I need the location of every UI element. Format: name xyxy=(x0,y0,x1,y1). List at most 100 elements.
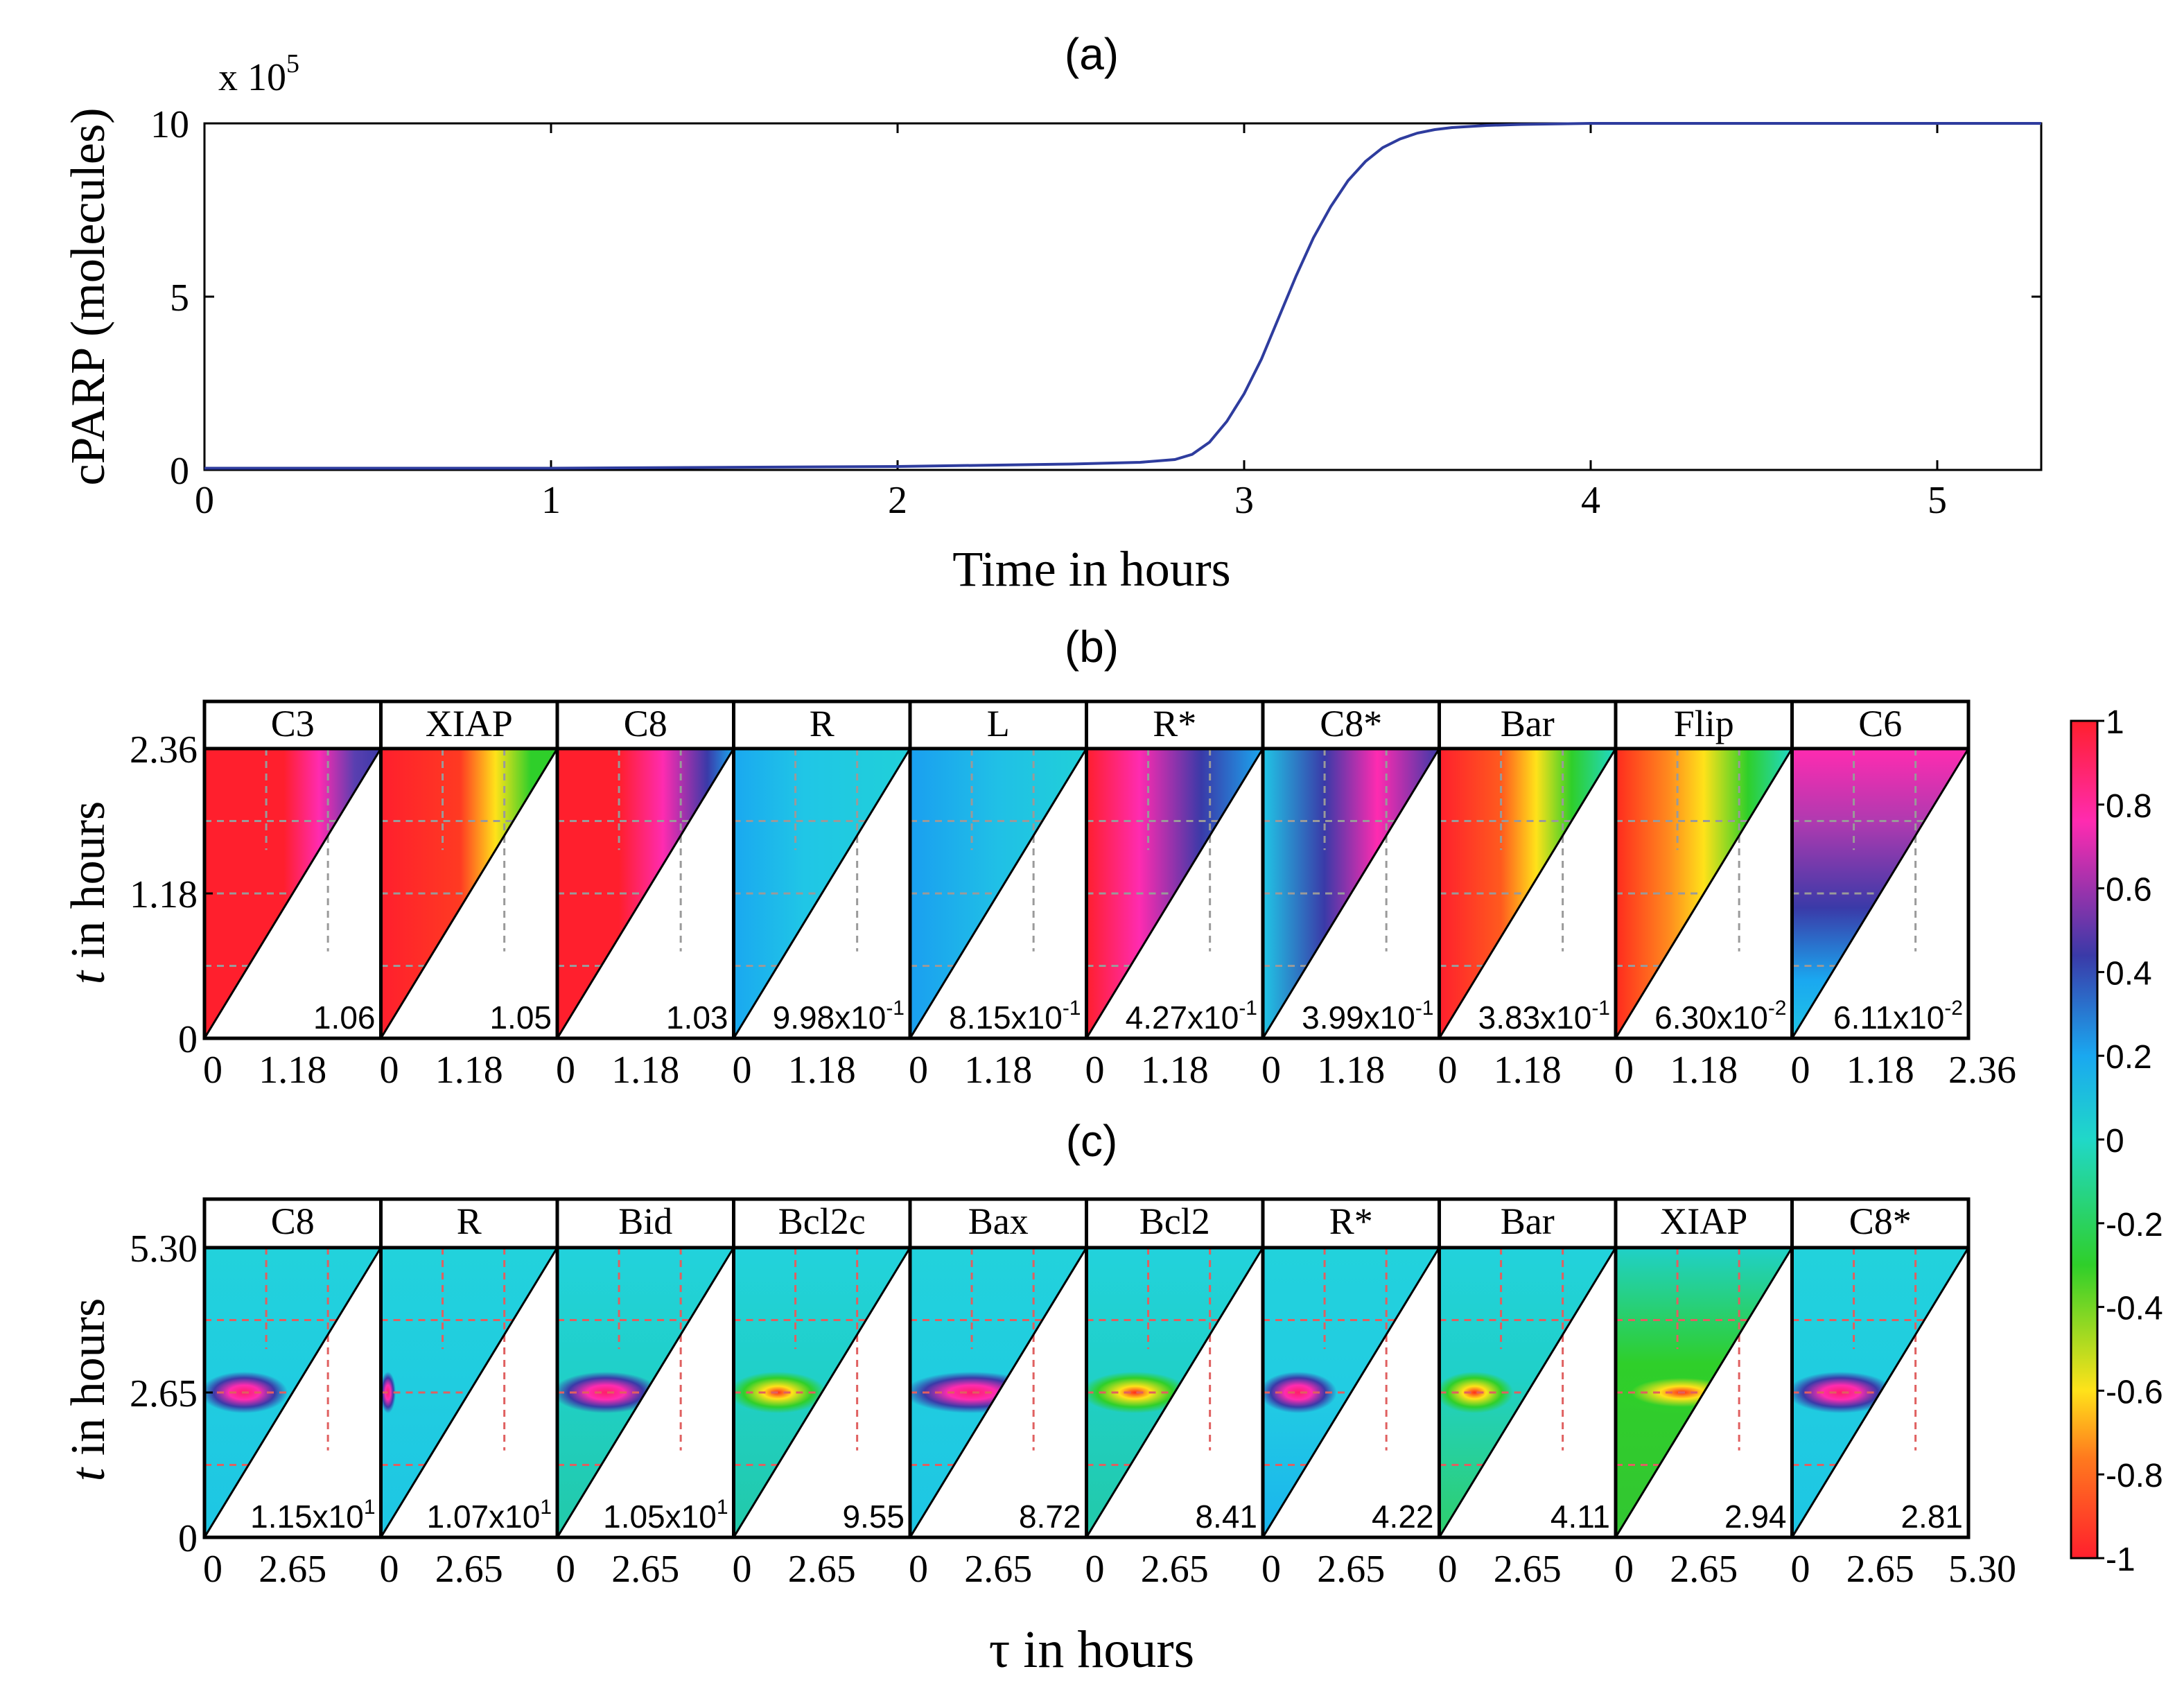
colorbar-tick-label: -0.2 xyxy=(2106,1207,2163,1243)
panel-c-diagonal xyxy=(380,1247,559,1538)
panel-b-subplot-value: 4.27x10-1 xyxy=(1126,997,1257,1036)
panel-c-diagonal xyxy=(203,1247,382,1538)
panel-b-subplot-c8: C8 1.03 xyxy=(555,699,735,1040)
panel-c-ytick-label: 0 xyxy=(178,1517,198,1560)
panel-c-subplot-r: R 1.07x101 xyxy=(379,1197,559,1539)
panel-b-subplot-value-exp: -1 xyxy=(1591,997,1610,1020)
colorbar-tick-label: -1 xyxy=(2106,1542,2135,1578)
panel-b-xtick-last: 2.36 xyxy=(1948,1049,2016,1092)
panel-b-subplot-value: 1.03 xyxy=(666,999,728,1036)
panel-a-xlabel: Time in hours xyxy=(952,541,1230,597)
panel-b-subplot-r-star: R* 4.27x10-1 xyxy=(1085,699,1265,1040)
panel-b-diagonal xyxy=(203,748,382,1039)
panel-b-subplot-value-exp: -2 xyxy=(1768,997,1787,1020)
colorbar-tick-label: -0.8 xyxy=(2106,1458,2163,1494)
panel-c-diagonal xyxy=(909,1247,1087,1538)
colorbar-tick-label: -0.6 xyxy=(2106,1374,2163,1411)
panel-b-xtick-label: 0 xyxy=(556,1049,575,1092)
panel-c-subplot-title: C8* xyxy=(1849,1200,1912,1242)
panel-b-subplot-title: C3 xyxy=(271,703,315,744)
panel-b-xtick-label: 1.18 xyxy=(611,1049,679,1092)
panel-b-subplot-title: C8 xyxy=(624,703,667,744)
panel-c-heatmap-peak xyxy=(1263,1372,1337,1413)
panel-b-subplot-c8-star: C8* 3.99x10-1 xyxy=(1261,699,1441,1040)
panel-c-subplot-bar: Bar 4.11 xyxy=(1438,1197,1618,1539)
panel-c-subplot-c8-star: C8* 2.81 xyxy=(1790,1197,1971,1539)
panel-b-diagonal xyxy=(1614,748,1793,1039)
panel-b-xtick-label: 1.18 xyxy=(1670,1049,1738,1092)
panel-c-xtick-label: 0 xyxy=(1614,1548,1634,1591)
panel-c-subplot-value: 8.41 xyxy=(1195,1499,1257,1535)
panel-b-subplot-xiap: XIAP 1.05 xyxy=(379,699,559,1040)
panel-c-subplot-r-star: R* 4.22 xyxy=(1261,1197,1441,1539)
panel-c-subplot-title: R xyxy=(457,1200,482,1242)
colorbar-tick-label: 0.2 xyxy=(2106,1039,2152,1076)
panel-c-axes: 0 2.65 0 2.65 0 2.65 0 2.65 0 2.65 0 2.65 0 2.65 0 2.65… xyxy=(130,1228,2016,1591)
panel-a-xtick-label: 5 xyxy=(1928,479,1947,522)
panel-b-xtick-label: 0 xyxy=(380,1049,399,1092)
panel-c-subplot-title: C8 xyxy=(271,1200,315,1242)
panel-c-subplot-value: 2.94 xyxy=(1724,1499,1787,1535)
shared-xlabel: τ in hours xyxy=(989,1621,1195,1679)
panel-b-xtick-label: 1.18 xyxy=(964,1049,1032,1092)
panel-b-xtick-label: 0 xyxy=(1085,1049,1105,1092)
panel-c-xtick-label: 0 xyxy=(733,1548,752,1591)
panel-a-xtick-label: 0 xyxy=(195,479,214,522)
panel-c-xtick-label: 2.65 xyxy=(964,1548,1032,1591)
panel-c-heatmap-peak xyxy=(1086,1372,1189,1413)
panel-c-xtick-label: 2.65 xyxy=(1141,1548,1209,1591)
panel-c-subplot-value: 9.55 xyxy=(842,1499,905,1535)
panel-b: (b) t in hours C3 1.06 XIAP 1.05 C8 1.03 R 9.98… xyxy=(62,622,2016,1092)
panel-c-subplot-value: 1.15x101 xyxy=(250,1496,375,1535)
panel-a-ytick-label: 10 xyxy=(150,103,189,146)
panel-a-series-line xyxy=(204,122,2041,470)
panel-c-subplot-value-exp: 1 xyxy=(364,1496,376,1519)
colorbar-tick-label: 0 xyxy=(2106,1123,2124,1160)
panel-c-subplot-value: 2.81 xyxy=(1901,1499,1963,1535)
panel-b-xtick-label: 1.18 xyxy=(1494,1049,1562,1092)
panel-c-subplots: C81.15x101R1.07x101Bid1.05x101Bcl2c9.55B… xyxy=(202,1197,1971,1539)
panel-c-heatmap-peak xyxy=(1792,1372,1894,1413)
panel-b-subplot-value: 3.99x10-1 xyxy=(1302,997,1433,1036)
panel-b-subplot-title: C8* xyxy=(1320,703,1382,744)
panel-b-xtick-label: 1.18 xyxy=(1317,1049,1385,1092)
panel-b-subplot-title: XIAP xyxy=(426,703,513,744)
panel-b-subplot-title: Bar xyxy=(1501,703,1555,744)
panel-c-xtick-label: 2.65 xyxy=(1494,1548,1562,1591)
panel-b-xtick-label: 0 xyxy=(909,1049,928,1092)
colorbar-tick-label: 0.4 xyxy=(2106,955,2152,992)
panel-b-subplot-r: R 9.98x10-1 xyxy=(732,699,912,1040)
panel-b-ylabel: t in hours xyxy=(62,801,115,984)
panel-c-subplot-bid: Bid 1.05x101 xyxy=(555,1197,735,1539)
panel-a-ytick-label: 0 xyxy=(170,450,189,493)
panel-c-heatmap-peak xyxy=(557,1372,659,1413)
panel-c-subplot-title: Bcl2c xyxy=(778,1200,866,1242)
panel-b-subplot-title: C6 xyxy=(1858,703,1902,744)
panel-b-subplots: C3 1.06 XIAP 1.05 C8 1.03 R 9.98x10-1 L 8.15x10-1… xyxy=(202,699,1971,1040)
panel-b-subplot-value-exp: -1 xyxy=(1239,997,1257,1020)
panel-c-heatmap-peak xyxy=(381,1372,396,1413)
panel-c-diagonal xyxy=(1085,1247,1264,1538)
panel-b-subplot-value: 3.83x10-1 xyxy=(1478,997,1610,1036)
panel-b-subplot-value-exp: -2 xyxy=(1944,997,1963,1020)
panel-b-subplot-value: 8.15x10-1 xyxy=(949,997,1081,1036)
panel-c-diagonal xyxy=(1438,1247,1617,1538)
panel-b-diagonal xyxy=(1261,748,1440,1039)
panel-c-subplot-bcl2c: Bcl2c 9.55 xyxy=(732,1197,912,1539)
panel-b-subplot-frame xyxy=(1790,699,1971,1040)
panel-c-subplot-c8: C8 1.15x101 xyxy=(202,1197,383,1539)
panel-c-xtick-label: 2.65 xyxy=(788,1548,856,1591)
panel-a-ytick-label: 5 xyxy=(170,277,189,320)
panel-b-diagonal xyxy=(556,748,735,1039)
colorbar-tick-label: -0.4 xyxy=(2106,1291,2163,1327)
panel-b-xtick-label: 1.18 xyxy=(259,1049,326,1092)
panel-b-subplot-value-exp: -1 xyxy=(1063,997,1081,1020)
panel-c-xtick-label: 2.65 xyxy=(259,1548,326,1591)
panel-b-label: (b) xyxy=(1065,622,1119,672)
panel-b-subplot-value: 6.30x10-2 xyxy=(1654,997,1786,1036)
panel-b-xtick-label: 0 xyxy=(1261,1049,1281,1092)
panel-b-xtick-label: 1.18 xyxy=(1846,1049,1914,1092)
panel-c-subplot-xiap: XIAP 2.94 xyxy=(1614,1197,1794,1539)
